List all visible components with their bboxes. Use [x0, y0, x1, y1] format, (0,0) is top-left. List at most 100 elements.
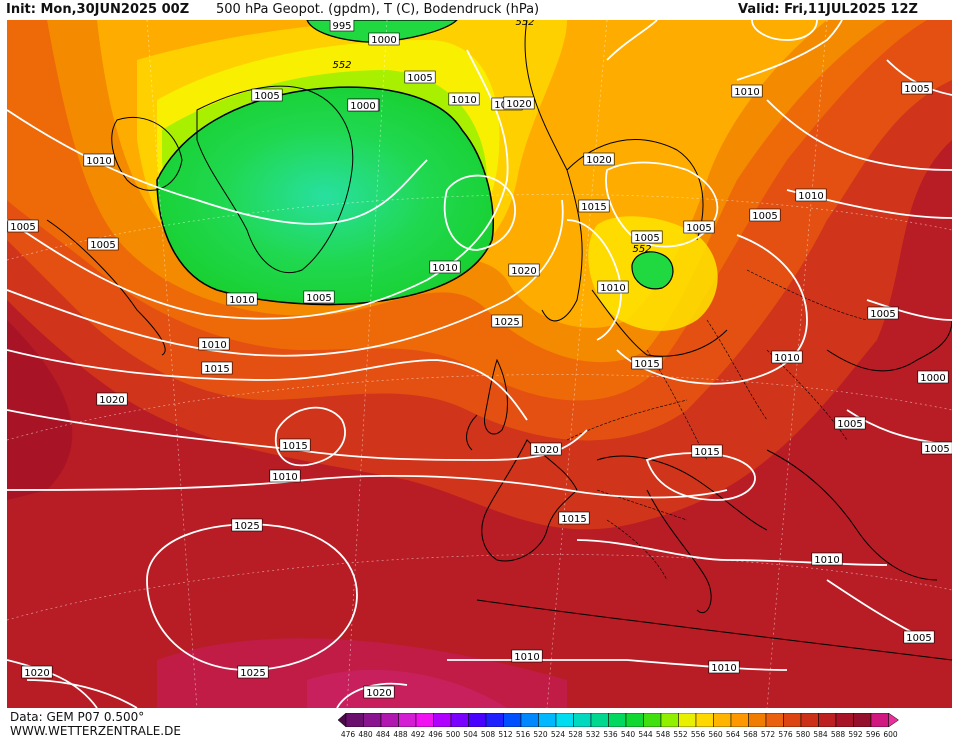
isobar-label: 1010: [269, 469, 301, 483]
isobar-label-box: [303, 290, 335, 304]
fill-552: [156, 86, 494, 306]
isobar-label: 1010: [448, 92, 480, 106]
scale-swatch: [398, 713, 417, 727]
isobar-label-box: [708, 660, 740, 674]
isobar-label-box: [903, 630, 935, 644]
scale-swatch: [503, 713, 522, 727]
isobar-label-text: 1005: [752, 211, 777, 222]
scale-tick-label: 504: [463, 730, 478, 739]
isobar-label-text: 1020: [24, 668, 49, 679]
isobar-label-box: [269, 469, 301, 483]
scale-swatch: [345, 713, 364, 727]
isobar-label-box: [901, 81, 933, 95]
chart-header: Init: Mon,30JUN2025 00Z 500 hPa Geopot. …: [0, 0, 959, 20]
scale-swatch: [835, 713, 854, 727]
isobar-label-box: [503, 96, 535, 110]
fill-596b: [307, 669, 507, 708]
isobar-label: 1010: [226, 292, 258, 306]
isobar-label: 1005: [921, 441, 952, 455]
scale-swatch: [415, 713, 434, 727]
isobar-label-text: 1020: [506, 99, 531, 110]
isobar-label-box: [511, 649, 543, 663]
isobar-label-text: 1010: [711, 663, 736, 674]
scale-tick-label: 596: [865, 730, 881, 739]
isobar-label-box: [21, 665, 53, 679]
isobar-label-box: [530, 442, 562, 456]
isobar-label-box: [198, 337, 230, 351]
isobar-label: 1005: [683, 220, 715, 234]
isobar-label-box: [368, 32, 400, 46]
scale-swatch: [363, 713, 382, 727]
scale-arrow-left: [338, 713, 347, 727]
isobar-label-box: [429, 260, 461, 274]
isobar-label: 1020: [508, 263, 540, 277]
isobar-label-text: 1010: [201, 340, 226, 351]
isobar-label-box: [237, 665, 269, 679]
isobar-label-text: 1000: [371, 35, 396, 46]
isobar-label: 1005: [749, 208, 781, 222]
scale-swatch: [590, 713, 609, 727]
isobar-label-box: [251, 88, 283, 102]
isobar-label-box: [834, 416, 866, 430]
scale-arrow-right: [888, 713, 899, 727]
isobar-label-text: 1015: [282, 441, 307, 452]
isobar-label-box: [867, 306, 899, 320]
isobar-label-box: [691, 444, 723, 458]
isobar-label: 1010: [83, 153, 115, 167]
isobar-label-text: 1010: [432, 263, 457, 274]
isobar-label-text: 1005: [306, 293, 331, 304]
isobar-label: 1000: [917, 370, 949, 384]
isobar-label-box: [683, 220, 715, 234]
scale-tick-label: 488: [393, 730, 408, 739]
scale-swatch: [783, 713, 802, 727]
isobar-label-text: 1005: [686, 223, 711, 234]
isobar-label-text: 1000: [920, 373, 945, 384]
scale-swatch: [450, 713, 469, 727]
isobar-label-box: [749, 208, 781, 222]
scale-swatch: [485, 713, 504, 727]
isobar-label: 1025: [237, 665, 269, 679]
scale-swatch: [800, 713, 819, 727]
isobar-label: 1000: [368, 32, 400, 46]
scale-tick-label: 492: [410, 730, 426, 739]
scale-swatch: [818, 713, 837, 727]
scale-tick-label: 516: [515, 730, 531, 739]
isobar-label-text: 1020: [366, 688, 391, 699]
isobar-labels: 995 1000 1005 1010 1020 1000 1005 1010 1005 1005 1…: [7, 20, 952, 699]
isobar-label-text: 1020: [533, 445, 558, 456]
scale-swatch: [695, 713, 714, 727]
scale-tick-label: 540: [620, 730, 636, 739]
isobar-label-box: [811, 552, 843, 566]
scale-tick-label: 524: [550, 730, 566, 739]
fill-592: [7, 320, 73, 500]
scale-tick-label: 536: [603, 730, 618, 739]
geopotential-contour-label: 552: [632, 244, 651, 255]
scale-swatch: [468, 713, 487, 727]
isobar-label-box: [96, 392, 128, 406]
isobar-label: 1010: [511, 649, 543, 663]
isobar-label: 1010: [795, 188, 827, 202]
graticule: [7, 20, 952, 708]
scale-tick-label: 556: [690, 730, 706, 739]
isobar-label-box: [279, 438, 311, 452]
isobar-label-box: [731, 84, 763, 98]
isobar-label-text: 1020: [511, 266, 536, 277]
isobar-label-text: 1005: [904, 84, 929, 95]
isobar-label: 1000: [347, 98, 379, 112]
scale-tick-label: 576: [778, 730, 793, 739]
isobar-label-text: 1010: [514, 652, 539, 663]
isobar-label: 995: [329, 20, 355, 32]
isobar-label-text: 1005: [254, 91, 279, 102]
isobar-label: 1005: [903, 630, 935, 644]
scale-swatch: [573, 713, 592, 727]
isobar-label-box: [329, 20, 355, 32]
isobar-label: 1020: [96, 392, 128, 406]
isobar-label-box: [631, 230, 663, 244]
scale-tick-label: 548: [655, 730, 671, 739]
chart-title: 500 hPa Geopot. (gpdm), T (C), Bodendruc…: [216, 2, 540, 17]
isobar-label-text: 1005: [10, 222, 35, 233]
scale-swatch: [643, 713, 662, 727]
isobar-label-text: 1015: [561, 514, 586, 525]
isobar-label-box: [917, 370, 949, 384]
scale-swatch: [678, 713, 697, 727]
